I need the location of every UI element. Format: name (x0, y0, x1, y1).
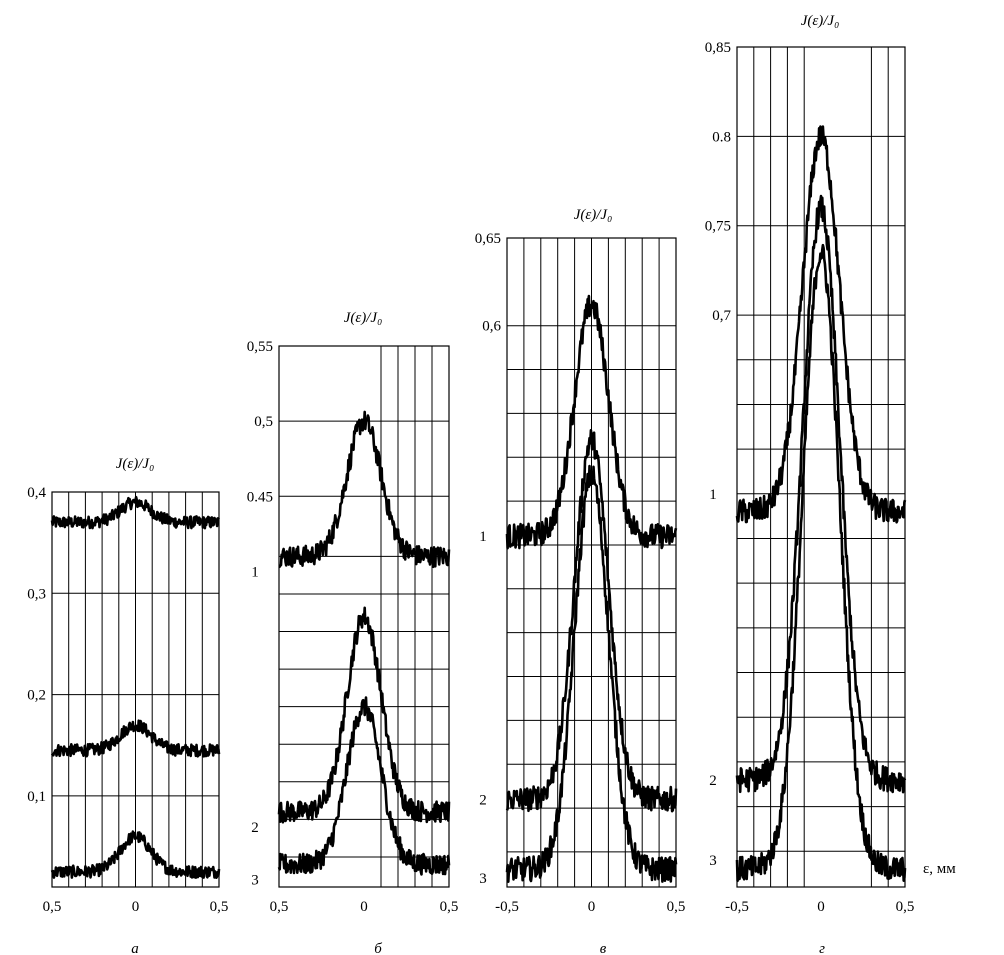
curve-label-2: 2 (709, 773, 717, 789)
plot-frame (506, 237, 677, 888)
series-line-3 (277, 696, 451, 876)
y-tick-label: 0,85 (705, 40, 731, 56)
axis-title: J(ε)/J₀ (801, 13, 840, 29)
y-tick-label: 0,4 (27, 485, 46, 501)
chart-panel-1: 0,1 0,2 0,3 0,4 0,5 0 0,5 J(ε)/J₀ а (27, 456, 228, 955)
y-tick-label: 0,65 (475, 231, 501, 247)
axis-title: J(ε)/J₀ (116, 456, 155, 472)
series-line-2 (505, 429, 678, 813)
x-tick-label: 0,5 (270, 899, 289, 915)
x-tick-label: 0,5 (667, 899, 686, 915)
y-tick-label: 0,6 (482, 319, 501, 335)
y-tick-label: 0.8 (712, 129, 731, 145)
y-tick-label: 0,1 (27, 789, 46, 805)
curve-label-1: 1 (479, 529, 487, 545)
panel-caption: г (819, 941, 825, 955)
y-tick-label: 0,75 (705, 219, 731, 235)
x-tick-label: 0 (360, 899, 368, 915)
y-tick-label: 0,2 (27, 688, 46, 704)
y-tick-label: 0,7 (712, 308, 731, 324)
series-line-1 (505, 294, 678, 550)
x-tick-label: 0,5 (896, 899, 915, 915)
plot-frame (278, 345, 450, 888)
curve-label-2: 2 (479, 792, 487, 808)
x-tick-label: 0 (132, 899, 140, 915)
series-line-1 (735, 125, 907, 524)
x-axis-label: ε, мм (923, 861, 956, 877)
curve-label-1: 1 (251, 564, 259, 580)
series-line-2 (735, 194, 907, 794)
y-tick-label: 0,3 (27, 586, 46, 602)
series-line-2 (50, 719, 221, 758)
panel-caption: в (600, 941, 607, 955)
panel-caption: б (374, 941, 382, 955)
series-line-1 (50, 495, 220, 530)
y-tick-label: 0,5 (254, 414, 273, 430)
x-tick-label: -0,5 (495, 899, 519, 915)
curve-label-3: 3 (251, 872, 259, 888)
x-tick-label: 0 (588, 899, 596, 915)
series-line-3 (505, 464, 678, 883)
x-tick-label: 0,5 (210, 899, 229, 915)
curve-label-3: 3 (479, 871, 487, 887)
series-line-3 (735, 243, 907, 883)
x-tick-label: 0,5 (440, 899, 459, 915)
curve-label-3: 3 (709, 853, 717, 869)
x-tick-label: -0,5 (725, 899, 749, 915)
axis-title: J(ε)/J₀ (574, 207, 613, 223)
curve-label-1: 1 (709, 487, 717, 503)
series-line-3 (50, 830, 221, 879)
x-tick-label: 0 (817, 899, 825, 915)
chart-panel-4: 0,7 0,75 0.8 0,85 1 2 3 -0,5 0 0,5 J(ε)/J₀ г ε, мм (705, 13, 957, 955)
series-line-2 (277, 606, 451, 824)
chart-panel-2: 0.45 0,5 0,55 1 2 3 0,5 0 0,5 J(ε)/J₀ б (247, 310, 459, 955)
y-tick-label: 0,55 (247, 339, 273, 355)
y-tick-label: 0.45 (247, 489, 273, 505)
plot-frame (736, 46, 906, 888)
x-tick-label: 0,5 (43, 899, 62, 915)
plot-frame (51, 491, 220, 888)
series-line-1 (278, 410, 451, 569)
panel-caption: а (131, 941, 139, 955)
axis-title: J(ε)/J₀ (344, 310, 383, 326)
chart-panel-3: 0,6 0,65 1 2 3 -0,5 0 0,5 J(ε)/J₀ в (475, 207, 686, 955)
curve-label-2: 2 (251, 820, 259, 836)
